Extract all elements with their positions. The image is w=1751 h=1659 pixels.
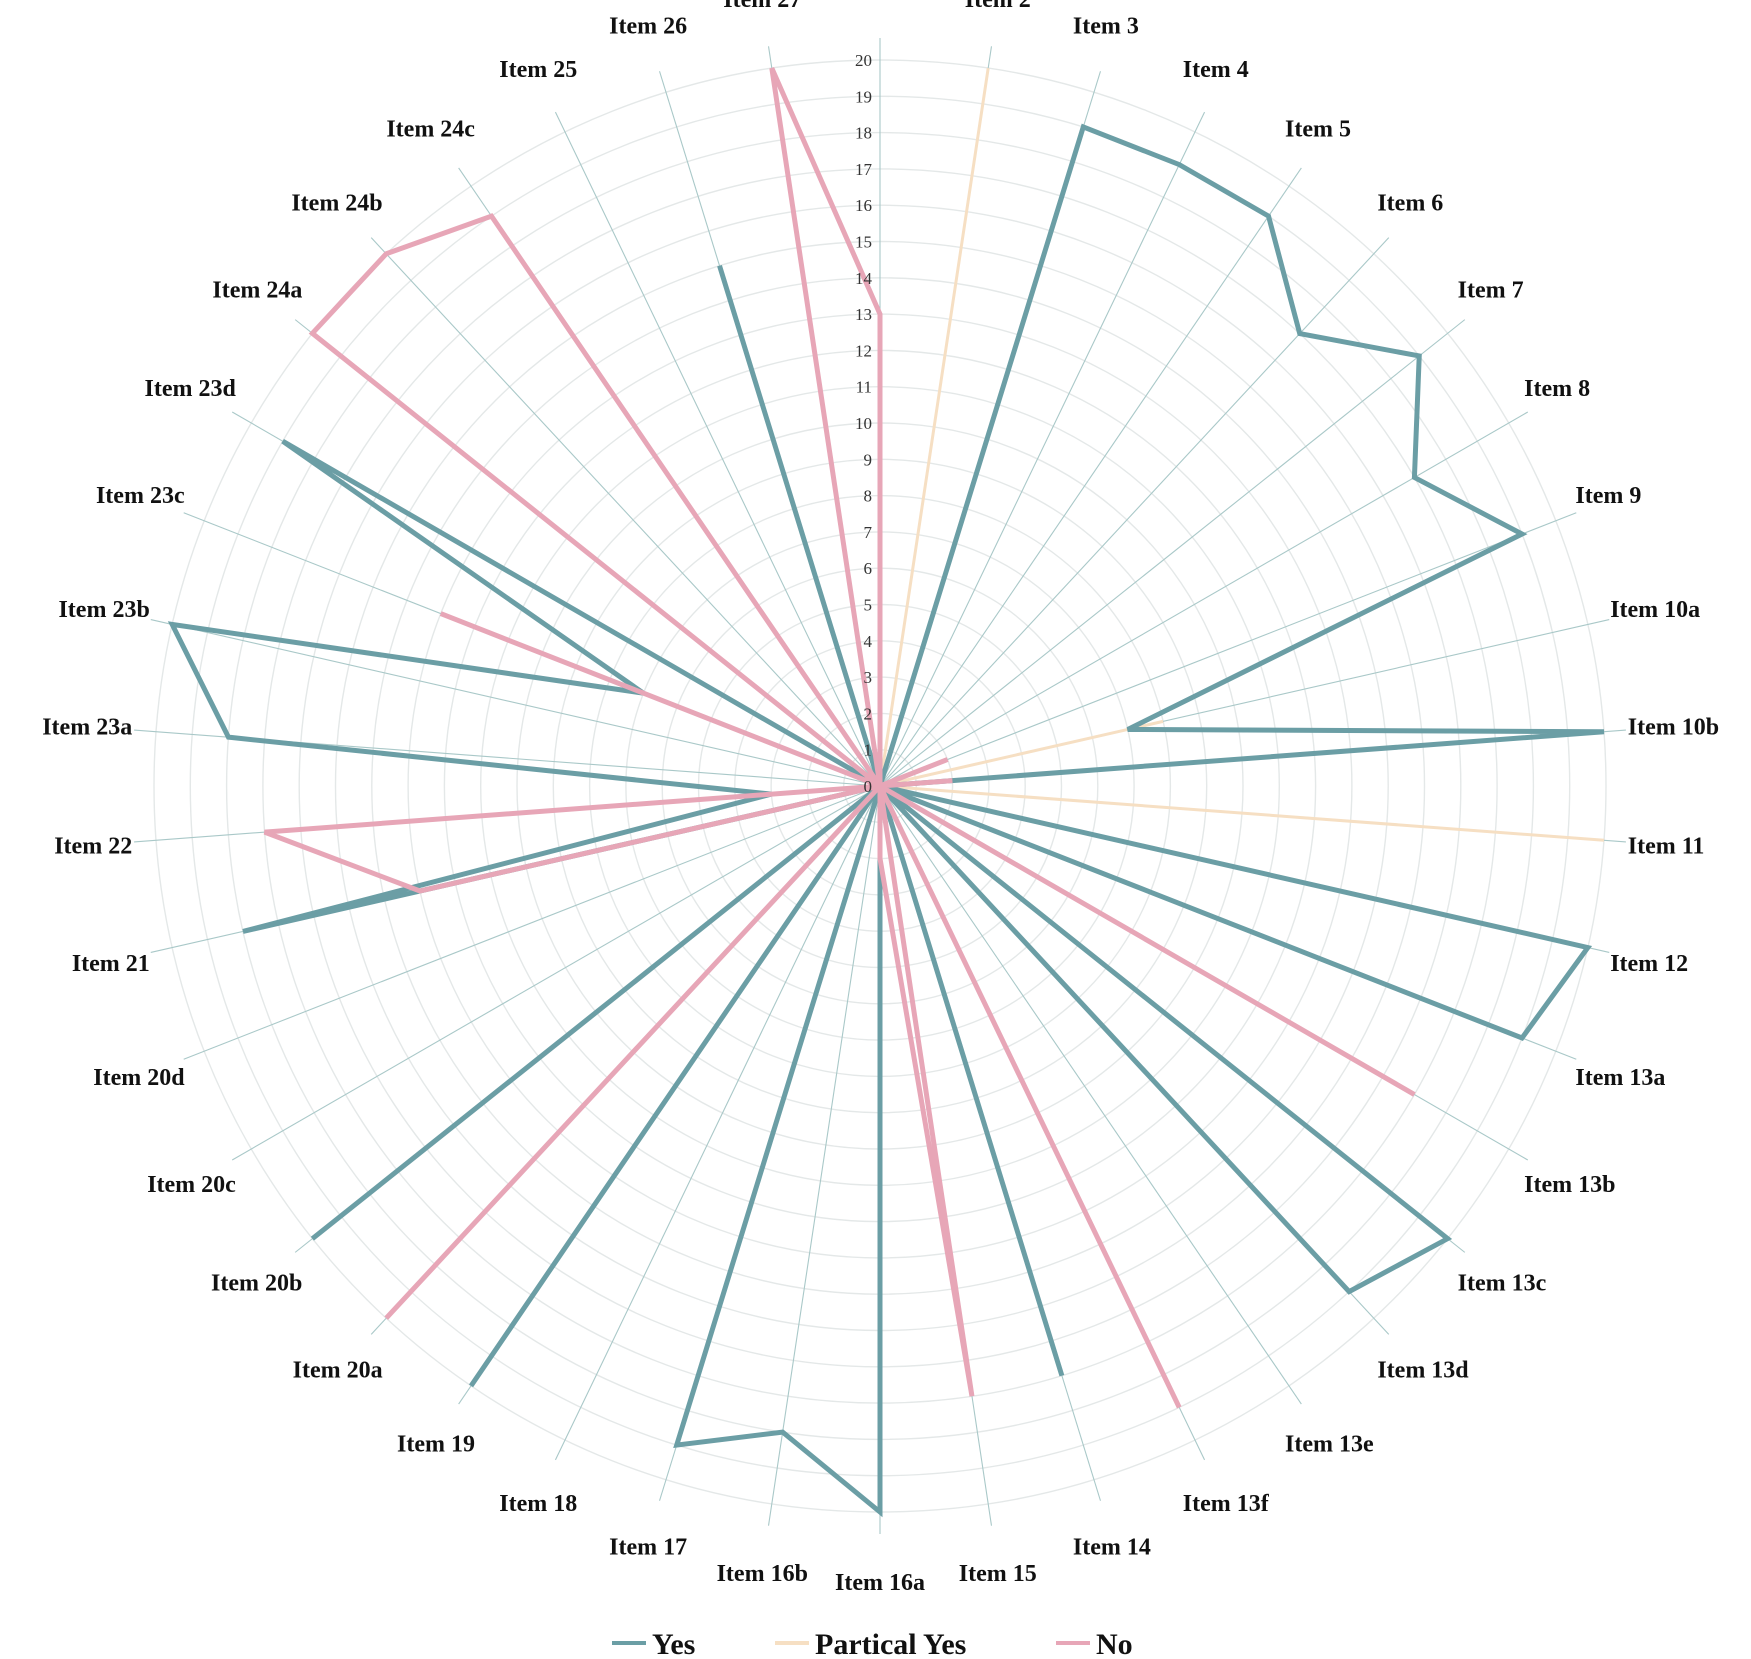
category-label: Item 23a <box>42 715 132 741</box>
category-label: Item 24c <box>386 116 475 142</box>
tick-label: 3 <box>864 668 873 687</box>
category-label: Item 13f <box>1183 1491 1270 1517</box>
legend: Yes Partical Yes No <box>612 1628 1133 1659</box>
tick-label: 4 <box>864 632 873 651</box>
category-label: Item 21 <box>72 951 150 977</box>
grid-spoke <box>231 785 881 1161</box>
category-label: Item 16b <box>717 1561 808 1587</box>
category-label: Item 13e <box>1285 1432 1374 1458</box>
grid-spoke <box>879 237 1390 787</box>
tick-label: 10 <box>855 414 872 433</box>
category-label: Item 24a <box>212 278 302 304</box>
category-label: Item 13b <box>1524 1172 1615 1198</box>
tick-label: 19 <box>855 87 872 106</box>
category-label: Item 16a <box>835 1570 925 1596</box>
tick-label: 5 <box>864 596 873 615</box>
grid-spoke <box>554 111 881 787</box>
category-label: Item 15 <box>959 1561 1037 1587</box>
tick-label: 20 <box>855 51 872 70</box>
legend-label-yes: Yes <box>652 1628 695 1659</box>
category-label: Item 4 <box>1183 57 1249 83</box>
grid-spoke <box>879 512 1577 787</box>
grid-spoke <box>879 319 1466 787</box>
tick-label: 6 <box>864 559 873 578</box>
category-label: Item 23c <box>96 483 185 509</box>
category-label: Item 9 <box>1575 483 1641 509</box>
grid-spoke <box>554 785 881 1461</box>
category-label: Item 17 <box>609 1535 687 1561</box>
category-label: Item 3 <box>1073 13 1139 39</box>
grid-spoke <box>183 785 881 1060</box>
category-label: Item 18 <box>499 1491 577 1517</box>
tick-label: 0 <box>864 777 873 796</box>
category-label: Item 24b <box>291 190 382 216</box>
grid-spoke <box>879 411 1529 787</box>
category-label: Item 6 <box>1377 190 1443 216</box>
legend-item-no: No <box>1056 1628 1133 1659</box>
grid-spoke <box>879 111 1206 787</box>
tick-label: 13 <box>855 305 872 324</box>
radar-series <box>167 67 1605 1518</box>
category-label: Item 27 <box>723 0 801 13</box>
category-label: Item 13d <box>1377 1358 1469 1384</box>
legend-item-partial-yes: Partical Yes <box>775 1628 966 1659</box>
category-label: Item 20a <box>293 1358 383 1384</box>
category-label: Item 14 <box>1073 1535 1151 1561</box>
tick-label: 16 <box>855 196 872 215</box>
tick-label: 11 <box>856 378 872 397</box>
category-label: Item 13c <box>1458 1270 1547 1296</box>
category-label: Item 8 <box>1524 376 1590 402</box>
category-label: Item 23d <box>145 376 237 402</box>
category-label: Item 1 <box>847 0 913 4</box>
tick-label: 8 <box>864 487 873 506</box>
category-label: Item 26 <box>609 13 687 39</box>
tick-label: 9 <box>864 450 873 469</box>
category-label: Item 11 <box>1628 833 1705 859</box>
category-label: Item 10b <box>1628 715 1719 741</box>
category-label: Item 20c <box>147 1172 236 1198</box>
category-label: Item 20d <box>93 1065 185 1091</box>
legend-label-no: No <box>1096 1628 1133 1659</box>
category-label: Item 23b <box>58 597 149 623</box>
tick-label: 1 <box>864 741 873 760</box>
grid-spoke <box>879 167 1302 787</box>
tick-label: 12 <box>855 341 872 360</box>
category-label: Item 10a <box>1610 597 1700 623</box>
legend-label-partial-yes: Partical Yes <box>815 1628 966 1659</box>
category-label: Item 7 <box>1458 278 1524 304</box>
category-label: Item 13a <box>1575 1065 1665 1091</box>
category-label: Item 20b <box>211 1270 302 1296</box>
tick-label: 17 <box>855 160 873 179</box>
grid-spoke <box>370 237 881 787</box>
tick-label: 15 <box>855 233 872 252</box>
tick-label: 2 <box>864 704 873 723</box>
tick-label: 14 <box>855 269 873 288</box>
grid-spoke <box>879 785 1302 1405</box>
category-label: Item 5 <box>1285 116 1351 142</box>
tick-label: 7 <box>864 523 873 542</box>
category-label: Item 19 <box>397 1432 475 1458</box>
category-label: Item 22 <box>54 833 132 859</box>
grid-spoke <box>150 619 881 787</box>
series-line-yes <box>167 123 1605 1518</box>
category-labels: Item 1 Item 2 Item 3 Item 4 Item 5 Item 6 Item… <box>42 0 1719 1596</box>
grid-spoke <box>767 785 881 1526</box>
tick-label: 18 <box>855 124 872 143</box>
legend-item-yes: Yes <box>612 1628 695 1659</box>
category-label: Item 12 <box>1610 951 1688 977</box>
category-label: Item 2 <box>965 0 1031 13</box>
category-label: Item 25 <box>499 57 577 83</box>
series-line-no <box>263 67 1416 1409</box>
